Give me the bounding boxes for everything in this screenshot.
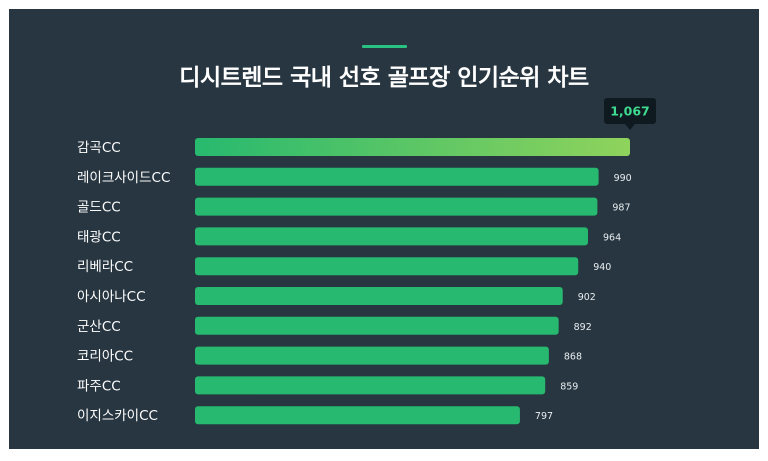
bar bbox=[195, 167, 599, 186]
category-label: 리베라CC bbox=[77, 259, 133, 275]
data-label: 868 bbox=[564, 352, 582, 363]
category-label: 이지스카이CC bbox=[77, 408, 158, 424]
data-label: 964 bbox=[603, 232, 621, 243]
title-accent-line bbox=[362, 45, 407, 48]
bar bbox=[195, 257, 579, 276]
category-label: 감곡CC bbox=[77, 140, 121, 156]
bar bbox=[195, 287, 563, 305]
bar bbox=[195, 406, 520, 425]
top-value-badge-pointer bbox=[625, 124, 635, 130]
data-label: 987 bbox=[612, 203, 630, 214]
category-label: 레이크사이드CC bbox=[77, 170, 170, 186]
bar bbox=[195, 346, 549, 365]
bar bbox=[195, 316, 559, 335]
data-label: 902 bbox=[578, 292, 596, 303]
data-label: 940 bbox=[593, 262, 611, 273]
bar bbox=[195, 376, 546, 395]
data-label: 859 bbox=[560, 381, 578, 392]
category-label: 태광CC bbox=[77, 229, 121, 245]
bar bbox=[195, 227, 589, 246]
category-label: 아시아나CC bbox=[77, 289, 146, 305]
category-label: 코리아CC bbox=[77, 349, 133, 365]
chart-title: 디시트렌드 국내 선호 골프장 인기순위 차트 bbox=[179, 65, 589, 91]
data-label: 990 bbox=[614, 173, 632, 184]
category-label: 파주CC bbox=[77, 378, 121, 394]
bar bbox=[195, 197, 598, 216]
top-value-badge bbox=[604, 98, 656, 124]
data-label: 892 bbox=[574, 322, 592, 333]
data-label: 1,067 bbox=[610, 104, 650, 119]
data-label: 797 bbox=[535, 411, 553, 422]
category-label: 골드CC bbox=[77, 200, 121, 216]
bar bbox=[195, 138, 630, 156]
category-label: 군산CC bbox=[77, 319, 121, 335]
